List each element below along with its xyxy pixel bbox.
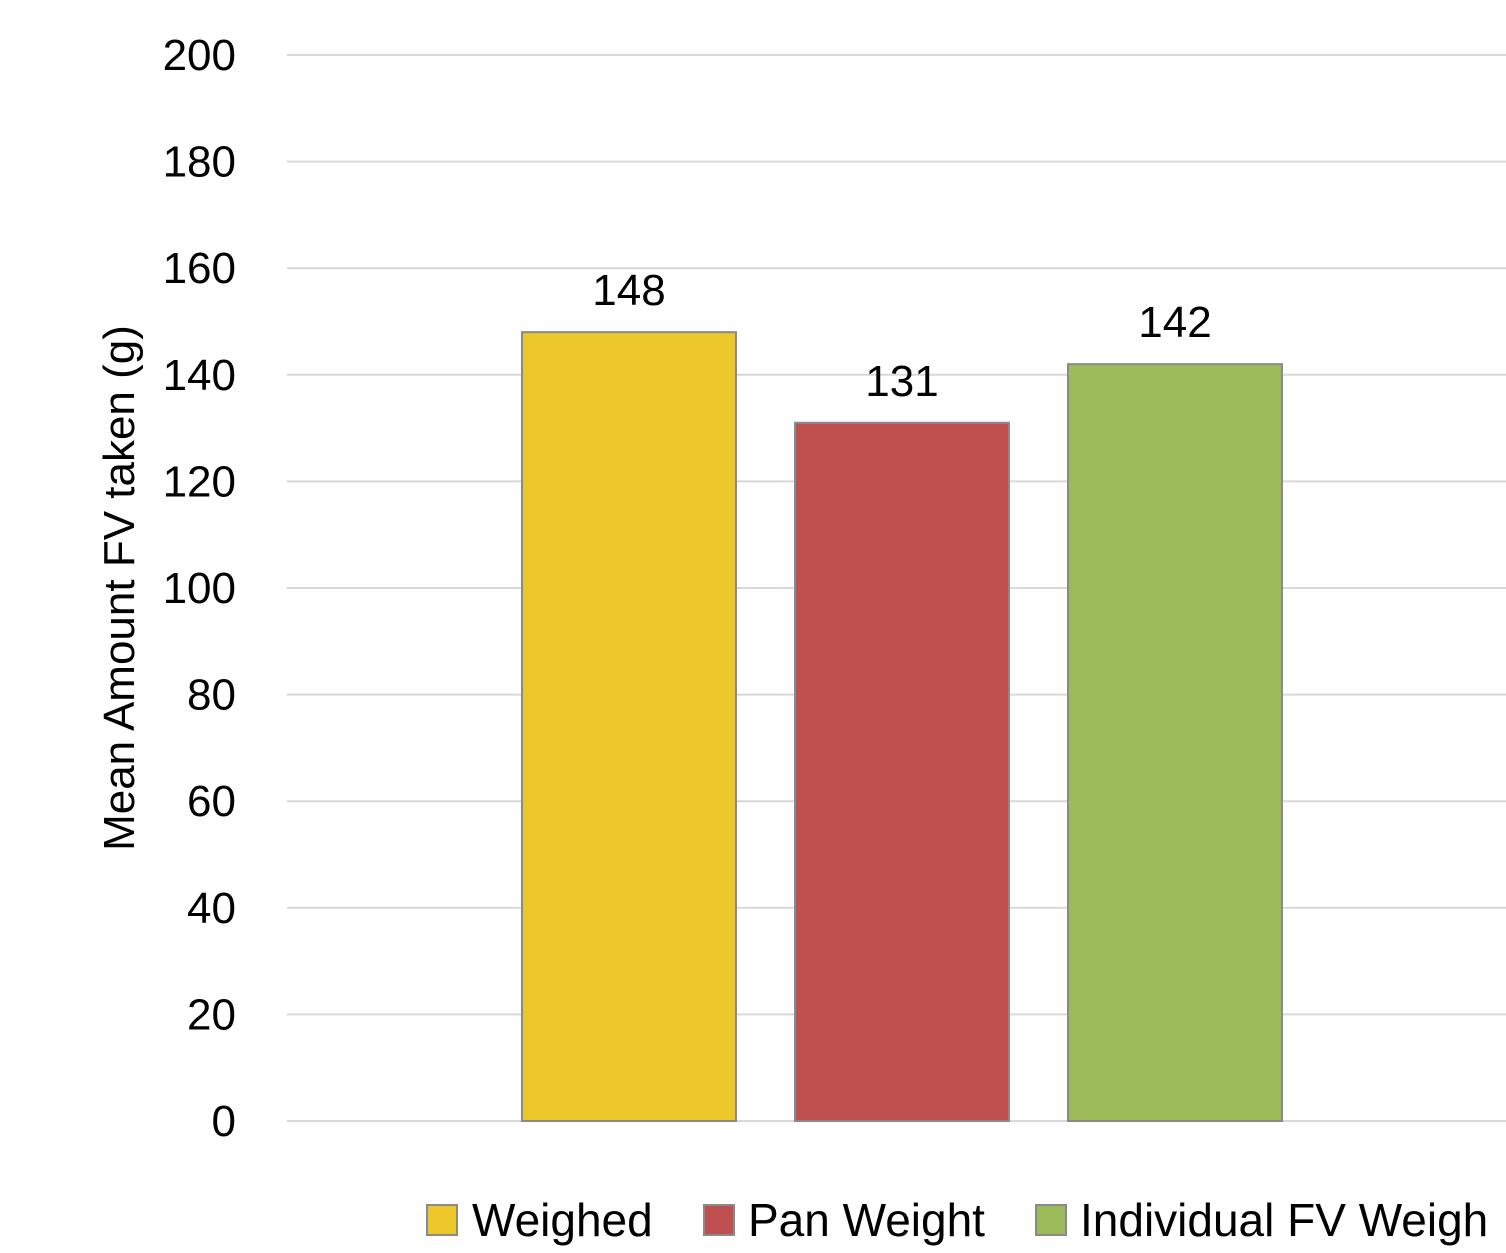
y-axis-label: Mean Amount FV taken (g) — [95, 325, 144, 851]
y-tick-label: 180 — [163, 138, 236, 187]
y-tick-label: 0 — [212, 1097, 236, 1146]
bar-1 — [521, 331, 737, 1123]
legend-label: Pan Weight — [748, 1194, 985, 1246]
bars — [521, 331, 1283, 1123]
y-tick-label: 200 — [163, 31, 236, 80]
legend-swatch — [1035, 1204, 1067, 1236]
y-tick-label: 120 — [163, 457, 236, 506]
legend-label: Individual FV Weigh — [1080, 1194, 1488, 1246]
legend-label: Weighed — [472, 1194, 653, 1246]
data-labels: 148 131 142 — [592, 266, 1211, 406]
data-label: 142 — [1138, 298, 1211, 347]
legend-swatch — [426, 1204, 458, 1236]
bar-3 — [1067, 363, 1283, 1122]
y-tick-label: 60 — [187, 777, 236, 826]
legend: Weighed Pan Weight Individual FV Weigh — [426, 1194, 1488, 1246]
bar-2 — [794, 421, 1010, 1122]
y-tick-label: 160 — [163, 244, 236, 293]
legend-swatch — [703, 1204, 735, 1236]
data-label: 148 — [592, 266, 665, 315]
data-label: 131 — [865, 357, 938, 406]
y-tick-label: 40 — [187, 884, 236, 933]
y-axis-ticks: 0 20 40 60 80 100 120 140 160 180 200 — [163, 31, 236, 1146]
y-tick-label: 80 — [187, 671, 236, 720]
y-tick-label: 100 — [163, 564, 236, 613]
y-tick-label: 20 — [187, 990, 236, 1039]
y-tick-label: 140 — [163, 351, 236, 400]
